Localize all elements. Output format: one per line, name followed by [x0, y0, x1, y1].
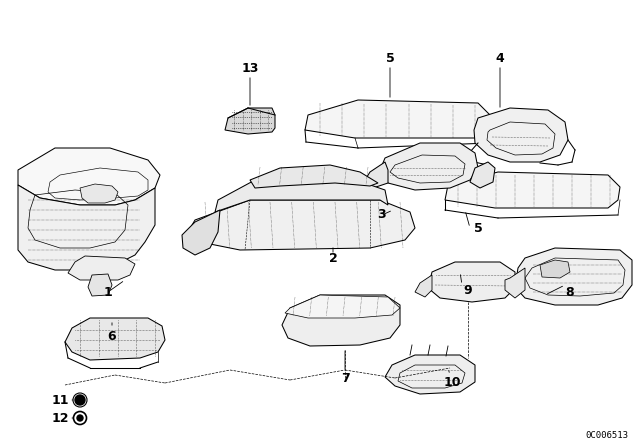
Text: 8: 8	[566, 285, 574, 298]
Text: 13: 13	[241, 61, 259, 74]
Polygon shape	[365, 162, 388, 188]
Polygon shape	[80, 184, 118, 203]
Polygon shape	[285, 295, 400, 318]
Polygon shape	[188, 200, 415, 250]
Polygon shape	[250, 165, 378, 188]
Text: 1: 1	[104, 285, 113, 298]
Circle shape	[75, 395, 85, 405]
Text: 3: 3	[378, 208, 387, 221]
Polygon shape	[445, 172, 620, 208]
Polygon shape	[68, 256, 135, 280]
Polygon shape	[18, 148, 160, 205]
Text: 5: 5	[474, 221, 483, 234]
Polygon shape	[385, 355, 475, 394]
Polygon shape	[18, 185, 155, 270]
Text: 10: 10	[444, 375, 461, 388]
Polygon shape	[540, 260, 570, 278]
Text: 9: 9	[464, 284, 472, 297]
Polygon shape	[65, 318, 165, 360]
Polygon shape	[282, 295, 400, 346]
Polygon shape	[305, 100, 490, 138]
Text: 4: 4	[495, 52, 504, 65]
Polygon shape	[182, 210, 220, 255]
Polygon shape	[415, 275, 432, 297]
Polygon shape	[380, 143, 478, 190]
Polygon shape	[215, 178, 388, 212]
Text: 2: 2	[328, 251, 337, 264]
Polygon shape	[515, 248, 632, 305]
Text: 12: 12	[51, 412, 68, 425]
Polygon shape	[225, 108, 275, 134]
Polygon shape	[470, 162, 495, 188]
Text: 11: 11	[51, 393, 68, 406]
Polygon shape	[505, 268, 525, 298]
Polygon shape	[428, 262, 515, 302]
Text: 7: 7	[340, 371, 349, 384]
Polygon shape	[88, 274, 112, 296]
Text: 0C006513: 0C006513	[585, 431, 628, 440]
Text: 5: 5	[386, 52, 394, 65]
Text: 6: 6	[108, 329, 116, 343]
Circle shape	[77, 415, 83, 421]
Polygon shape	[474, 108, 568, 162]
